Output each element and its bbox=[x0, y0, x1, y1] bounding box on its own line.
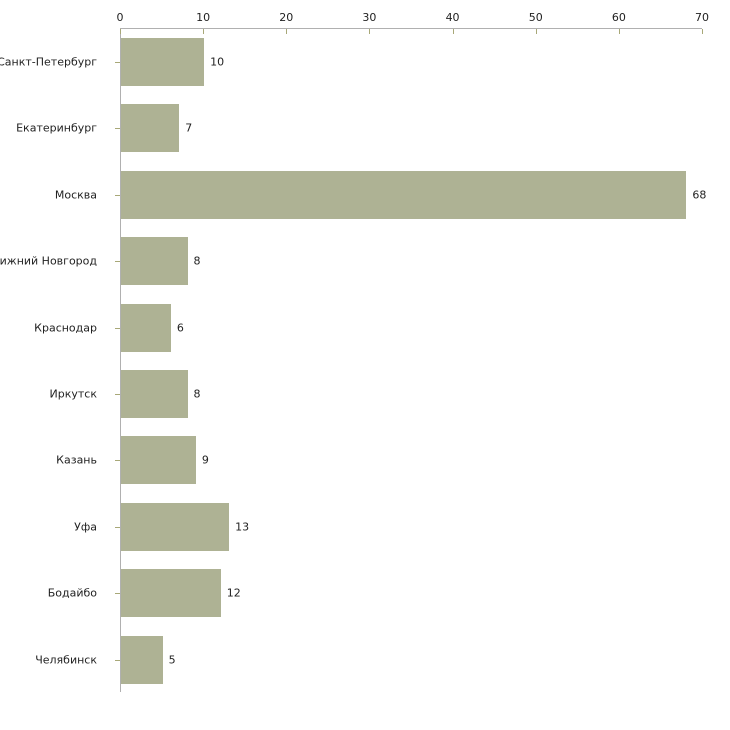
bar-value-label: 12 bbox=[226, 586, 241, 600]
category-label: Санкт-Петербург bbox=[0, 55, 97, 69]
y-axis-line bbox=[120, 28, 121, 692]
category-label: Уфа bbox=[74, 520, 97, 534]
x-axis-tick bbox=[618, 29, 620, 34]
bar-value-label: 5 bbox=[168, 653, 176, 667]
x-axis-tick bbox=[535, 29, 537, 34]
x-axis-tick bbox=[452, 29, 454, 34]
x-axis-tick bbox=[120, 29, 121, 34]
bar[interactable] bbox=[121, 635, 163, 684]
category-label: Краснодар bbox=[34, 321, 97, 335]
bar[interactable] bbox=[121, 303, 171, 352]
category-label: Нижний Новгород bbox=[0, 254, 97, 268]
bar-value-label: 7 bbox=[185, 121, 193, 135]
y-axis-tick bbox=[115, 261, 120, 263]
bar[interactable] bbox=[121, 436, 196, 485]
category-label: Бодайбо bbox=[47, 586, 97, 600]
bar[interactable] bbox=[121, 104, 180, 153]
category-label: Иркутск bbox=[49, 387, 97, 401]
y-axis-tick bbox=[115, 460, 120, 462]
bar-value-label: 10 bbox=[210, 55, 225, 69]
x-axis-line bbox=[120, 28, 702, 29]
category-label: Москва bbox=[54, 188, 97, 202]
x-axis-tick-label: 0 bbox=[116, 11, 124, 24]
y-axis-tick bbox=[115, 194, 120, 196]
category-label: Челябинск bbox=[35, 653, 97, 667]
x-axis-tick-label: 40 bbox=[445, 11, 460, 24]
category-label: Казань bbox=[56, 453, 97, 467]
y-axis-tick bbox=[115, 593, 120, 595]
bar-value-label: 8 bbox=[193, 254, 201, 268]
y-axis-tick bbox=[115, 394, 120, 395]
bar-value-label: 13 bbox=[235, 520, 250, 534]
bar-value-label: 9 bbox=[201, 453, 209, 467]
y-axis-tick bbox=[115, 659, 120, 661]
x-axis-tick-label: 20 bbox=[279, 11, 294, 24]
x-axis-tick bbox=[369, 29, 371, 34]
bar[interactable] bbox=[121, 170, 687, 219]
x-axis-tick-label: 60 bbox=[611, 11, 626, 24]
bar[interactable] bbox=[121, 569, 221, 618]
x-axis-tick-label: 30 bbox=[362, 11, 377, 24]
y-axis-tick bbox=[115, 62, 120, 63]
x-axis-tick bbox=[702, 29, 703, 34]
bar[interactable] bbox=[121, 502, 230, 551]
x-axis-tick-label: 10 bbox=[196, 11, 211, 24]
bar[interactable] bbox=[121, 237, 188, 286]
bar-value-label: 6 bbox=[176, 321, 184, 335]
y-axis-tick bbox=[115, 526, 120, 528]
bar-value-label: 68 bbox=[692, 188, 707, 202]
bar[interactable] bbox=[121, 38, 205, 86]
x-axis-tick-label: 50 bbox=[528, 11, 543, 24]
x-axis-tick bbox=[286, 29, 288, 34]
bar-value-label: 8 bbox=[193, 387, 201, 401]
x-axis-tick-label: 70 bbox=[695, 11, 709, 24]
bar[interactable] bbox=[121, 370, 188, 418]
y-axis-tick bbox=[115, 327, 120, 329]
y-axis-tick bbox=[115, 128, 120, 130]
x-axis-tick bbox=[203, 29, 205, 34]
category-label: Екатеринбург bbox=[16, 121, 97, 135]
